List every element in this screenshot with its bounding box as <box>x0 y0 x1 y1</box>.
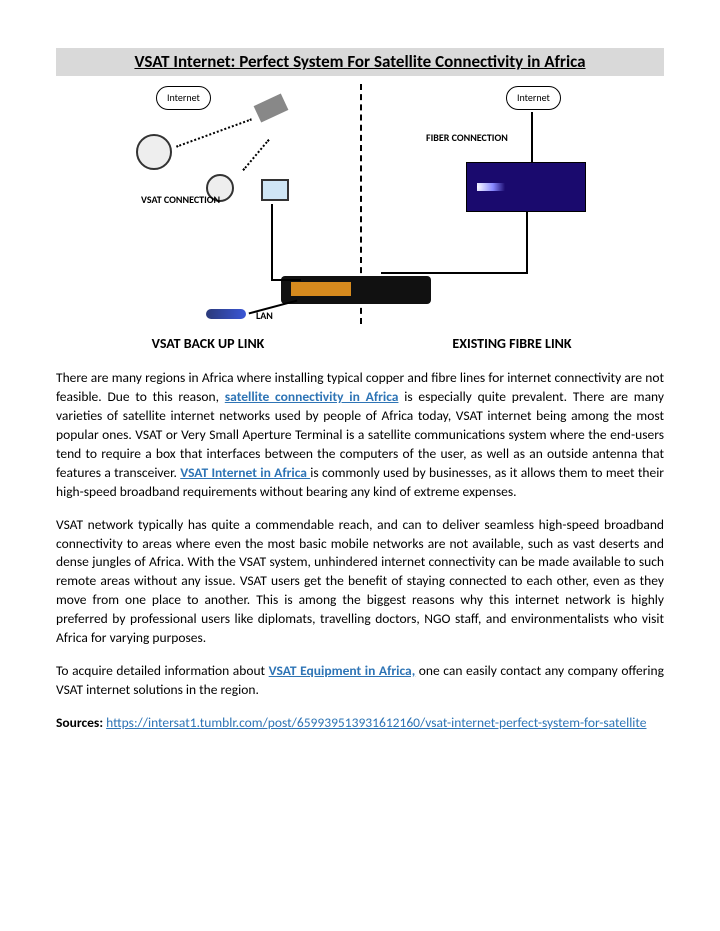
satellite-connectivity-link[interactable]: satellite connectivity in Africa <box>225 388 399 405</box>
paragraph-1: There are many regions in Africa where i… <box>56 369 664 501</box>
caption-right: EXISTING FIBRE LINK <box>360 334 664 354</box>
fiber-box <box>466 162 586 212</box>
fiber-router-wire-h <box>381 272 528 274</box>
internet-cloud-right: Internet <box>506 86 561 110</box>
monitor-icon <box>261 179 289 201</box>
uplink-dots <box>176 118 252 147</box>
vsat-router-wire <box>271 279 301 281</box>
vsat-connection-label: VSAT CONNECTION <box>141 194 220 205</box>
fiber-router-wire-v <box>526 212 528 272</box>
vsat-equipment-link[interactable]: VSAT Equipment in Africa, <box>269 662 416 679</box>
dish-large-icon <box>136 134 172 170</box>
fiber-light-icon <box>477 183 517 191</box>
vsat-internet-link[interactable]: VSAT Internet in Africa <box>180 464 310 481</box>
sources-label: Sources: <box>56 714 103 731</box>
cloud-fiber-wire <box>531 112 533 162</box>
paragraph-2: VSAT network typically has quite a comme… <box>56 516 664 648</box>
page-title: VSAT Internet: Perfect System For Satell… <box>56 48 664 76</box>
paragraph-3: To acquire detailed information about VS… <box>56 662 664 700</box>
router-icon <box>281 276 431 304</box>
vsat-wire <box>271 204 273 279</box>
network-diagram: Internet VSAT CONNECTION Internet FIBER … <box>56 84 664 324</box>
lan-cable-icon <box>206 309 246 319</box>
internet-cloud-left: Internet <box>156 86 211 110</box>
lan-label: LAN <box>256 309 273 323</box>
fiber-connection-label: FIBER CONNECTION <box>426 132 508 143</box>
downlink-dots <box>242 139 269 171</box>
diagram-captions: VSAT BACK UP LINK EXISTING FIBRE LINK <box>56 334 664 354</box>
para3-text-a: To acquire detailed information about <box>56 662 269 679</box>
satellite-icon <box>254 93 289 122</box>
router-ports-icon <box>291 282 351 296</box>
sources-line: Sources: https://intersat1.tumblr.com/po… <box>56 714 664 733</box>
caption-left: VSAT BACK UP LINK <box>56 334 360 354</box>
source-url-link[interactable]: https://intersat1.tumblr.com/post/659939… <box>106 714 646 731</box>
